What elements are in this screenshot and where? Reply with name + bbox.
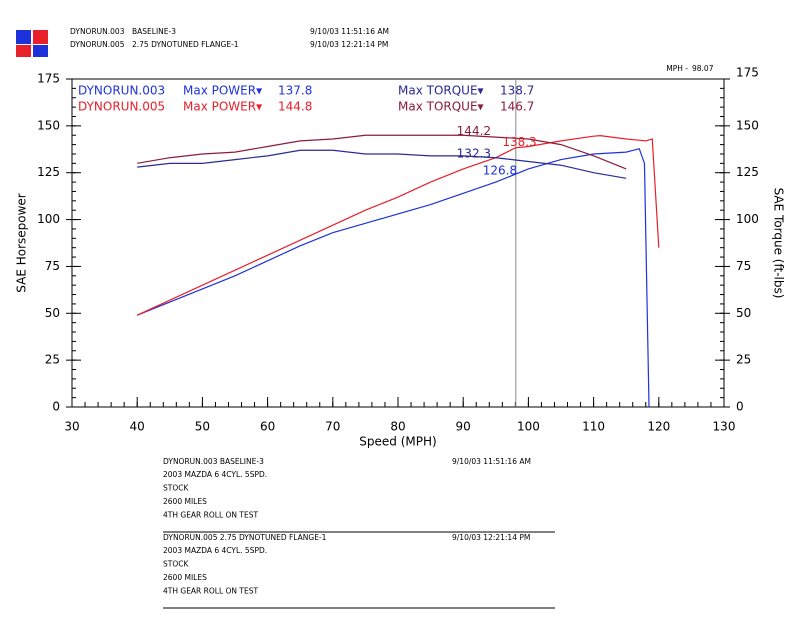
y-tick-label: 100: [37, 212, 60, 226]
note-line: 2003 MAZDA 6 4CYL. 5SPD.: [163, 470, 267, 479]
y-tick-label: 150: [37, 118, 60, 132]
y-tick-label: 75: [45, 259, 60, 273]
x-tick-label: 110: [582, 420, 605, 434]
note-date: 9/10/03 12:21:14 PM: [452, 533, 530, 542]
y-tick-label: 25: [45, 353, 60, 367]
peak-annotation: 138.3: [502, 135, 536, 149]
note-line: 4TH GEAR ROLL ON TEST: [163, 511, 258, 520]
y-tick-label: 50: [45, 306, 60, 320]
legend-run: DYNORUN.005: [78, 100, 165, 114]
legend-power-label: Max POWER▾: [183, 100, 262, 114]
peak-annotation: 144.2: [457, 124, 491, 138]
series-line: [136, 135, 660, 316]
header-date: 9/10/03 12:21:14 PM: [310, 40, 388, 49]
header-run: DYNORUN.003: [70, 27, 125, 36]
header-run: DYNORUN.005: [70, 40, 125, 49]
legend-torque-label: Max TORQUE▾: [398, 84, 484, 98]
y2-tick-label: 75: [736, 259, 751, 273]
logo: [16, 30, 48, 57]
note-line: 2600 MILES: [163, 497, 207, 506]
note-title: DYNORUN.003 BASELINE-3: [163, 457, 264, 466]
y2-axis-label: SAE Torque (ft-lbs): [772, 188, 786, 299]
y-tick-label: 125: [37, 165, 60, 179]
note-line: 2003 MAZDA 6 4CYL. 5SPD.: [163, 546, 267, 555]
header-date: 9/10/03 11:51:16 AM: [310, 27, 389, 36]
series-line: [136, 148, 650, 408]
note-line: STOCK: [163, 484, 189, 493]
x-tick-label: 60: [260, 420, 275, 434]
note-title: DYNORUN.005 2.75 DYNOTUNED FLANGE-1: [163, 533, 327, 542]
y-tick-label: 175: [37, 72, 60, 86]
legend-torque-value: 138.7: [500, 84, 534, 98]
note-line: STOCK: [163, 560, 189, 569]
y-axis-label: SAE Horsepower: [15, 193, 29, 293]
x-tick-label: 130: [713, 420, 736, 434]
legend-power-label: Max POWER▾: [183, 84, 262, 98]
peak-annotation: 132.3: [457, 146, 491, 160]
x-tick-label: 120: [647, 420, 670, 434]
note-line: 2600 MILES: [163, 573, 207, 582]
series-line: [137, 149, 627, 179]
legend-torque-label: Max TORQUE▾: [398, 100, 484, 114]
x-tick-label: 100: [517, 420, 540, 434]
y2-tick-label: 150: [736, 118, 759, 132]
note-date: 9/10/03 11:51:16 AM: [452, 457, 531, 466]
x-tick-label: 30: [64, 420, 79, 434]
y2-tick-label: 125: [736, 165, 759, 179]
x-axis-label: Speed (MPH): [359, 435, 436, 449]
y2-tick-label: 0: [736, 400, 744, 414]
y2-tick-label: 50: [736, 306, 751, 320]
peak-annotation: 126.8: [483, 163, 517, 177]
y-tick-label: 0: [52, 400, 60, 414]
series-line: [137, 134, 627, 170]
legend-power-value: 137.8: [278, 84, 312, 98]
x-tick-label: 90: [456, 420, 471, 434]
legend-run: DYNORUN.003: [78, 84, 165, 98]
x-tick-label: 40: [130, 420, 145, 434]
header-desc: BASELINE-3: [132, 27, 176, 36]
y2-tick-label: 175: [736, 66, 759, 80]
x-tick-label: 80: [390, 420, 405, 434]
note-line: 4TH GEAR ROLL ON TEST: [163, 587, 258, 596]
legend-power-value: 144.8: [278, 100, 312, 114]
y2-tick-label: 100: [736, 212, 759, 226]
y2-tick-label: 25: [736, 353, 751, 367]
x-tick-label: 70: [325, 420, 340, 434]
cursor-label: MPH -: [666, 64, 688, 73]
cursor-value: 98.07: [692, 64, 714, 73]
legend-torque-value: 146.7: [500, 100, 534, 114]
header-desc: 2.75 DYNOTUNED FLANGE-1: [132, 40, 239, 49]
plot-frame: [71, 78, 725, 408]
x-tick-label: 50: [195, 420, 210, 434]
